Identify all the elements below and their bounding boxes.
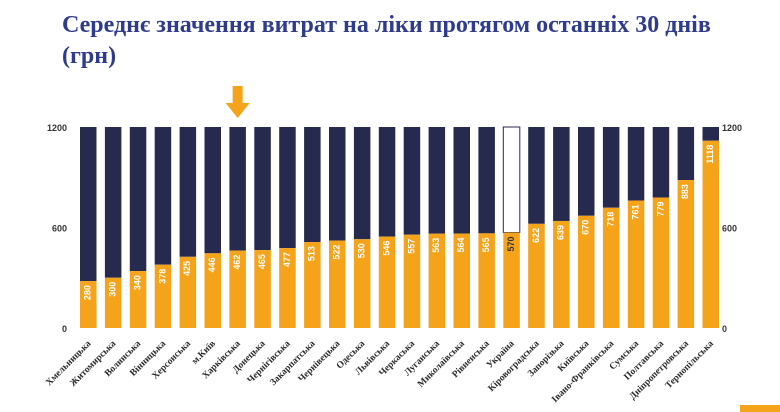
bar bbox=[652, 197, 670, 328]
bar bbox=[627, 200, 645, 328]
bar bbox=[353, 239, 371, 328]
y2-tick-label: 0 bbox=[722, 324, 727, 334]
bar bbox=[602, 207, 620, 328]
data-label: 546 bbox=[381, 241, 391, 256]
bar bbox=[279, 248, 296, 328]
bar bbox=[179, 256, 197, 328]
bar bbox=[154, 264, 172, 328]
y2-tick-label: 600 bbox=[722, 224, 737, 234]
bar-remainder bbox=[652, 127, 670, 198]
data-label: 280 bbox=[83, 285, 93, 300]
bar-remainder bbox=[254, 127, 271, 251]
data-label: 779 bbox=[655, 202, 665, 217]
data-label: 563 bbox=[431, 238, 441, 253]
bar-remainder bbox=[528, 127, 545, 224]
down-arrow-icon bbox=[225, 86, 250, 118]
bar bbox=[204, 253, 221, 328]
bar bbox=[553, 220, 570, 328]
bar bbox=[428, 233, 446, 328]
bar-remainder bbox=[478, 127, 495, 234]
bar-remainder bbox=[129, 127, 147, 272]
data-label: 557 bbox=[406, 239, 416, 254]
bar-remainder bbox=[578, 127, 595, 216]
x-tick-label: Чернігівська bbox=[245, 338, 293, 386]
data-label: 446 bbox=[207, 257, 217, 272]
bar-remainder bbox=[428, 127, 446, 234]
bar bbox=[478, 233, 495, 328]
bar-remainder bbox=[627, 127, 645, 201]
bar-remainder bbox=[378, 127, 396, 237]
bar bbox=[254, 250, 271, 328]
bar-remainder bbox=[304, 127, 321, 243]
bar bbox=[503, 232, 520, 328]
bar bbox=[677, 180, 695, 328]
bar bbox=[453, 233, 470, 328]
data-label: 565 bbox=[481, 237, 491, 252]
bar-remainder bbox=[453, 127, 470, 234]
data-label: 462 bbox=[232, 255, 242, 270]
bar-remainder bbox=[553, 127, 570, 221]
data-label: 564 bbox=[456, 238, 466, 253]
bar-remainder bbox=[677, 127, 695, 181]
bar-remainder bbox=[154, 127, 172, 265]
bar bbox=[80, 281, 97, 328]
bar-remainder bbox=[229, 127, 246, 251]
data-label: 425 bbox=[182, 261, 192, 276]
data-label: 340 bbox=[132, 275, 142, 290]
data-label: 465 bbox=[257, 254, 267, 269]
bar-remainder bbox=[179, 127, 197, 257]
bar bbox=[578, 215, 595, 328]
data-label: 378 bbox=[157, 269, 167, 284]
bar-remainder bbox=[80, 127, 97, 282]
data-label: 522 bbox=[332, 245, 342, 260]
bar bbox=[229, 250, 246, 328]
bar-remainder bbox=[602, 127, 620, 208]
data-label: 761 bbox=[630, 205, 640, 220]
data-label: 639 bbox=[556, 225, 566, 240]
bar bbox=[528, 223, 545, 328]
data-label: 622 bbox=[531, 228, 541, 243]
y-tick-label: 1200 bbox=[47, 123, 67, 133]
data-label: 670 bbox=[581, 220, 591, 235]
data-label: 513 bbox=[307, 246, 317, 261]
data-label: 570 bbox=[506, 237, 516, 252]
data-label: 1118 bbox=[705, 145, 715, 164]
bar bbox=[329, 240, 346, 328]
bar-remainder bbox=[353, 127, 371, 240]
data-label: 718 bbox=[606, 212, 616, 227]
bar-remainder bbox=[204, 127, 221, 254]
bar-remainder bbox=[502, 126, 521, 234]
y-tick-label: 0 bbox=[62, 324, 67, 334]
bar-remainder bbox=[279, 127, 296, 249]
bar bbox=[104, 277, 122, 328]
bar-remainder bbox=[329, 127, 346, 241]
data-label: 300 bbox=[108, 282, 118, 297]
bar-remainder bbox=[104, 127, 122, 278]
bar-remainder bbox=[403, 127, 421, 235]
bar bbox=[702, 140, 719, 328]
bar bbox=[129, 271, 147, 328]
data-label: 477 bbox=[282, 252, 292, 267]
bar bbox=[304, 242, 321, 328]
y-tick-label: 600 bbox=[52, 224, 67, 234]
corner-accent bbox=[740, 405, 780, 412]
data-label: 883 bbox=[680, 184, 690, 199]
y2-tick-label: 1200 bbox=[722, 123, 742, 133]
bar-remainder bbox=[702, 127, 719, 141]
bar bbox=[403, 234, 421, 328]
bar bbox=[378, 236, 396, 328]
data-label: 530 bbox=[357, 243, 367, 258]
chart-title: Середнє значення витрат на ліки протягом… bbox=[62, 12, 711, 69]
